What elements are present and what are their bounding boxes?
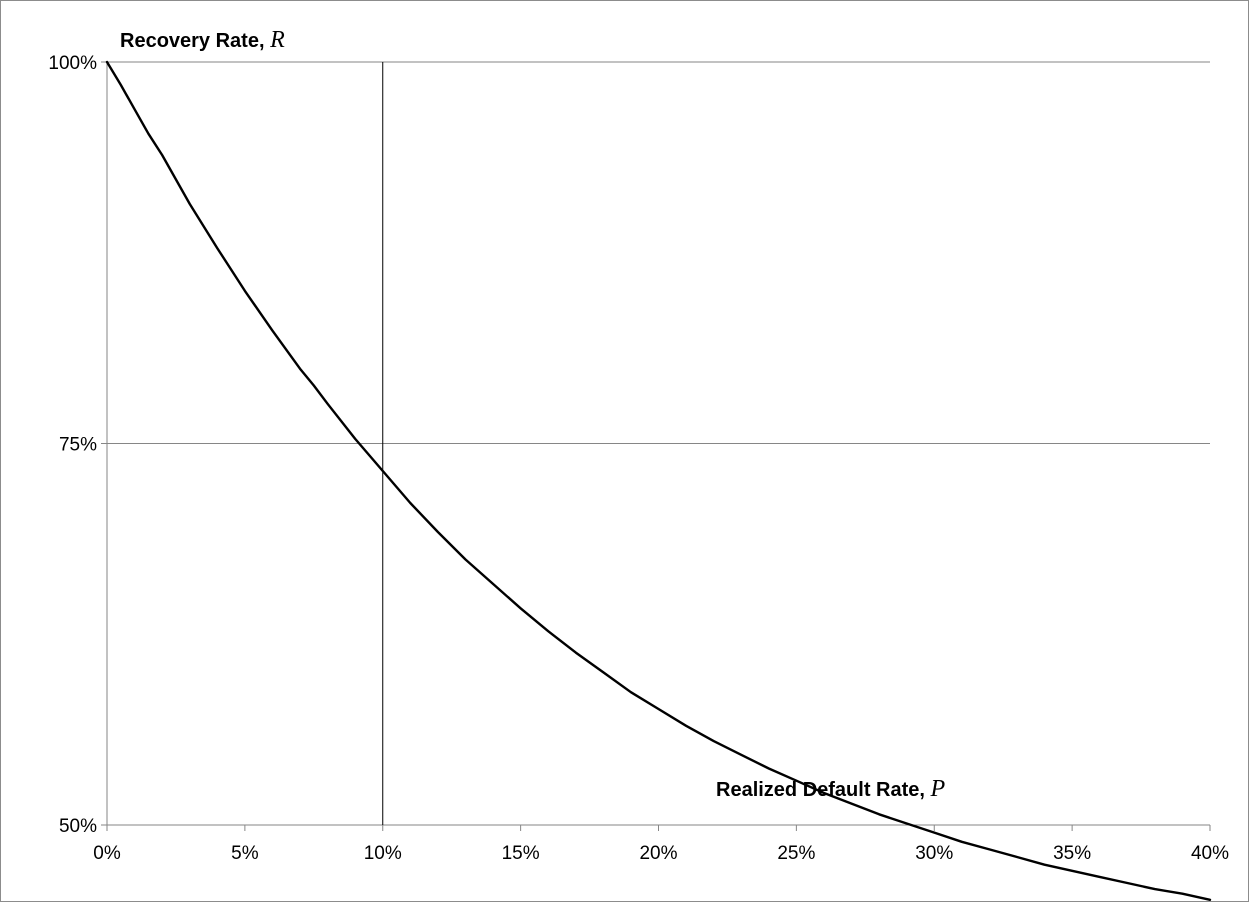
y-axis-title-text: Recovery Rate,: [120, 30, 270, 52]
x-axis-title: Realized Default Rate, P: [716, 776, 946, 802]
y-tick-label-100: 100%: [48, 53, 97, 74]
y-tick-label-75: 75%: [59, 435, 97, 456]
y-tick-label-50: 50%: [59, 816, 97, 837]
x-tick-label-5: 5%: [231, 843, 259, 864]
y-axis-title: Recovery Rate, R: [120, 27, 285, 53]
y-axis-title-variable: R: [269, 27, 285, 53]
x-tick-label-30: 30%: [915, 843, 953, 864]
x-axis-title-variable: P: [930, 776, 946, 802]
x-tick-label-10: 10%: [364, 843, 402, 864]
tick-labels: 50% 75% 100% 0% 5% 10% 15% 20% 25% 30% 35% 40%: [48, 53, 1229, 864]
x-tick-label-40: 40%: [1191, 843, 1229, 864]
x-tick-label-35: 35%: [1053, 843, 1091, 864]
x-tick-label-20: 20%: [639, 843, 677, 864]
x-tick-label-0: 0%: [93, 843, 121, 864]
gridlines: [107, 61, 1210, 444]
series-line-recovery-rate: [105, 60, 1212, 901]
x-tick-label-25: 25%: [777, 843, 815, 864]
x-axis-title-text: Realized Default Rate,: [716, 779, 931, 801]
x-tick-label-15: 15%: [502, 843, 540, 864]
